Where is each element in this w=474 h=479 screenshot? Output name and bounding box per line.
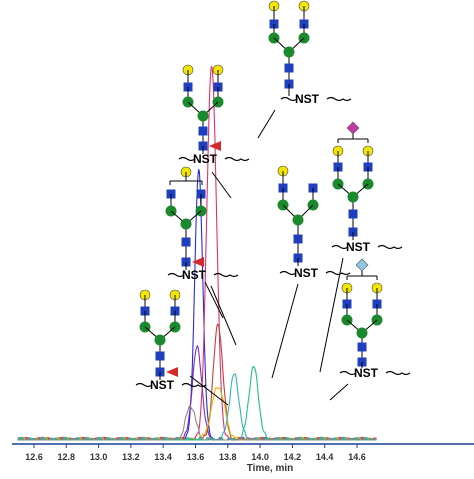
glcnac-square [181,237,191,247]
glycan-structure: NST [329,258,411,401]
x-axis-label: Time, min [247,463,294,474]
glycan-bond [271,283,299,379]
glycan-bond [211,171,232,199]
sialic-diamond [355,258,369,272]
series-line [17,386,377,441]
peptide-backbone [339,370,411,376]
peptide-label: NST [295,92,320,106]
peptide-label: NST [294,266,319,280]
peptide-backbone [279,270,351,276]
x-tick-label: 14.0 [251,452,269,462]
peptide-backbone [135,382,207,388]
sialic-diamond [346,121,360,135]
glycan-structure: NST [178,64,250,199]
series-line [17,373,377,441]
glycan-bond [257,109,276,139]
peptide-label: NST [182,268,207,282]
x-tick-label: 13.6 [187,452,205,462]
glycan-structure: NST [257,0,352,139]
glcnac-square [284,63,294,73]
glycan-bond [210,285,237,346]
mannose-circle [154,334,166,346]
mannose-circle [283,46,295,58]
glcnac-square [293,234,303,244]
fucose-triangle [209,141,221,151]
glycan-bond [204,281,224,319]
glycan-structure: NST [319,121,403,373]
glcnac-square [198,126,208,136]
peptide-label: NST [150,378,175,392]
x-tick-label: 14.6 [348,452,366,462]
fucose-triangle [192,257,204,267]
glycan-bond [189,375,229,406]
mannose-circle [347,191,359,203]
x-tick-label: 12.8 [58,452,76,462]
peptide-backbone [167,272,239,278]
x-tick-label: 14.4 [316,452,334,462]
peptide-backbone [280,96,352,102]
glycan-bond [319,257,344,373]
glcnac-square [357,342,367,352]
x-tick-label: 13.2 [122,452,140,462]
series-line [17,66,377,441]
mannose-circle [356,327,368,339]
peptide-backbone [331,244,403,250]
series-line [17,404,377,441]
glycan-structure: NST [271,165,351,379]
x-axis: 12.6 12.8 13.0 13.2 13.4 13.6 13.8 14.0 14.2 14.4… [12,443,474,474]
x-tick-label: 12.6 [25,452,43,462]
glcnac-square [348,209,358,219]
x-tick-label: 14.2 [284,452,302,462]
x-axis-ticks: 12.6 12.8 13.0 13.2 13.4 13.6 13.8 14.0 14.2 14.4… [25,444,366,462]
chromatogram-traces [17,66,377,441]
peptide-label: NST [354,366,379,380]
series-line [17,366,377,441]
glycan-structure: NST [165,166,239,346]
x-tick-label: 13.0 [90,452,108,462]
fucose-triangle [166,367,178,377]
glycan-annotations: NST NST NST NST NST NST NST [135,0,411,406]
glcnac-square [155,351,165,361]
peptide-label: NST [193,152,218,166]
mannose-circle [197,110,209,122]
series-line [17,323,377,441]
glycan-structure: NST [135,289,229,406]
glycan-bond [329,383,349,401]
mannose-circle [292,214,304,226]
mannose-circle [180,218,192,230]
peptide-backbone [178,156,250,162]
x-tick-label: 13.4 [154,452,172,462]
x-tick-label: 13.8 [219,452,237,462]
peptide-label: NST [346,240,371,254]
